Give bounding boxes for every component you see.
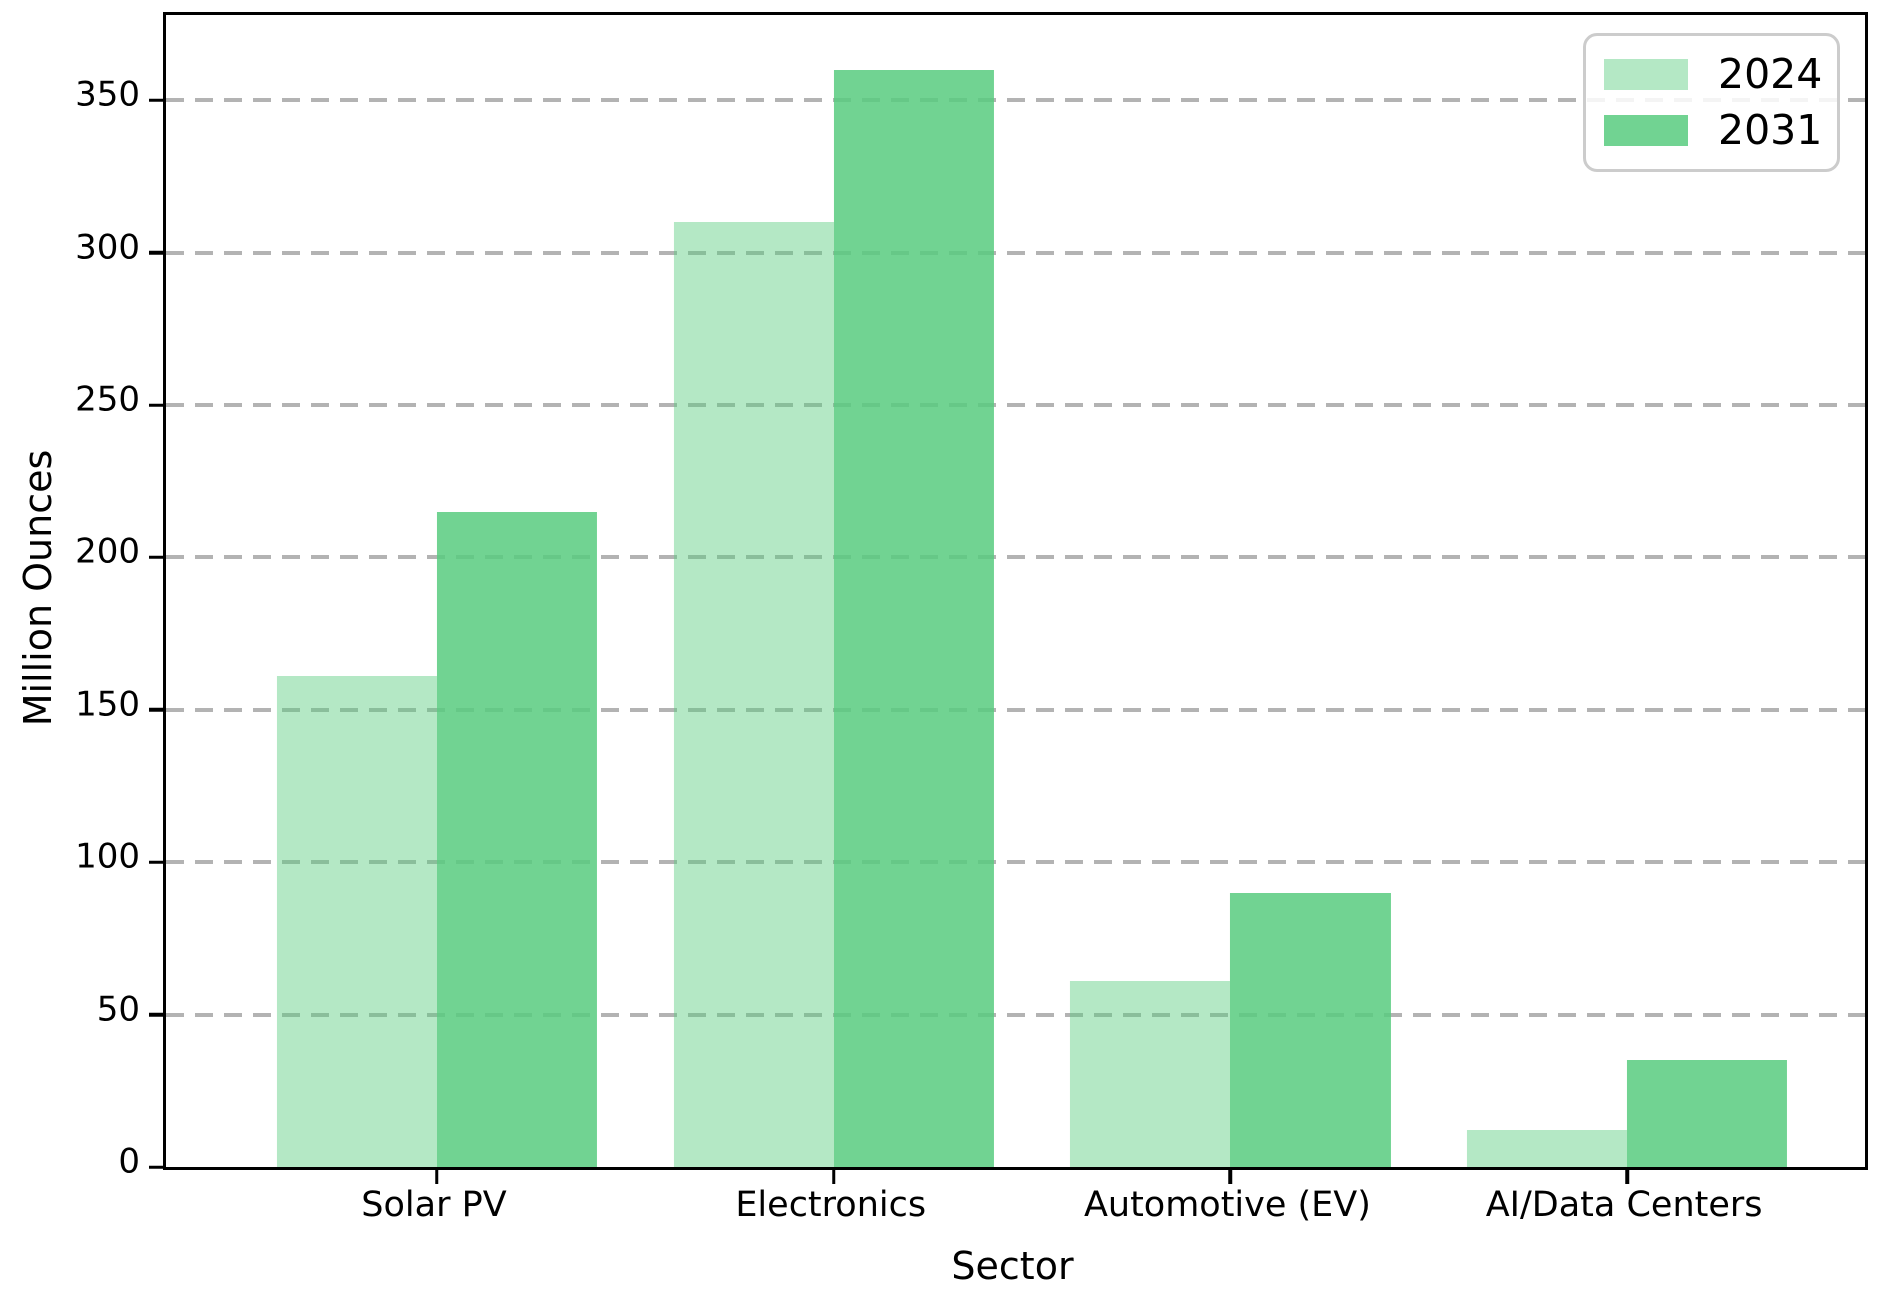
- bar-2031-Electronics: [833, 69, 994, 1167]
- y-tick-mark-150: [149, 708, 163, 712]
- y-tick-mark-250: [149, 403, 163, 407]
- x-tick-mark-AI/Data Centers: [1625, 1170, 1629, 1184]
- y-tick-label-0: 0: [118, 1141, 140, 1182]
- x-axis-label: Sector: [951, 1244, 1074, 1288]
- y-tick-mark-100: [149, 860, 163, 864]
- y-tick-label-150: 150: [75, 684, 140, 725]
- x-tick-label-Automotive (EV): Automotive (EV): [1083, 1185, 1371, 1225]
- y-tick-mark-50: [149, 1012, 163, 1017]
- y-tick-label-100: 100: [75, 836, 140, 877]
- gridline-y-50: [166, 1012, 1865, 1017]
- bar-2024-Automotive (EV): [1070, 981, 1231, 1167]
- bar-2031-Automotive (EV): [1230, 892, 1391, 1167]
- y-tick-label-350: 350: [75, 74, 140, 115]
- legend-label-2024: 2024: [1718, 49, 1823, 98]
- x-tick-mark-Solar PV: [435, 1170, 439, 1184]
- x-tick-mark-Automotive (EV): [1228, 1170, 1233, 1184]
- legend-swatch-2024: [1604, 58, 1688, 90]
- bar-group-Solar PV: [276, 15, 598, 1167]
- bar-group-Electronics: [673, 15, 994, 1167]
- gridline-y-250: [166, 403, 1865, 408]
- x-tick-label-AI/Data Centers: AI/Data Centers: [1485, 1185, 1763, 1225]
- gridline-y-300: [166, 250, 1865, 255]
- x-tick-label-Solar PV: Solar PV: [361, 1185, 507, 1225]
- gridline-y-350: [166, 98, 1865, 103]
- bar-group-Automotive (EV): [1070, 15, 1391, 1167]
- gridline-y-150: [166, 707, 1865, 712]
- bar-2031-Solar PV: [436, 511, 598, 1167]
- y-tick-mark-200: [149, 555, 163, 560]
- gridline-y-200: [166, 555, 1865, 560]
- y-tick-mark-350: [149, 98, 163, 103]
- y-tick-label-300: 300: [75, 227, 140, 268]
- x-tick-labels: Solar PV Electronics Automotive (EV) AI/Dat…: [163, 1186, 1862, 1234]
- legend-swatch-2031: [1604, 115, 1688, 147]
- x-tick-label-Electronics: Electronics: [735, 1185, 927, 1225]
- y-tick-label-200: 200: [75, 531, 140, 572]
- bar-2031-AI/Data Centers: [1627, 1060, 1788, 1167]
- legend-label-2031: 2031: [1718, 106, 1823, 155]
- y-tick-mark-300: [149, 250, 163, 255]
- y-tick-label-250: 250: [75, 379, 140, 420]
- y-tick-labels: 0 50 100 150 200 250 300 350: [0, 12, 140, 1179]
- legend: 2024 2031: [1583, 33, 1840, 172]
- x-tick-mark-Electronics: [831, 1170, 836, 1184]
- y-tick-mark-0: [149, 1165, 163, 1169]
- plot-area: [149, 12, 1868, 1184]
- bar-2024-Electronics: [673, 222, 834, 1167]
- bar-2024-Solar PV: [276, 676, 437, 1167]
- legend-item-2031: 2031: [1604, 106, 1823, 155]
- legend-item-2024: 2024: [1604, 49, 1823, 98]
- y-tick-label-50: 50: [96, 989, 140, 1030]
- bar-group-AI/Data Centers: [1467, 15, 1788, 1167]
- gridline-y-100: [166, 860, 1865, 865]
- bar-2024-AI/Data Centers: [1467, 1130, 1628, 1167]
